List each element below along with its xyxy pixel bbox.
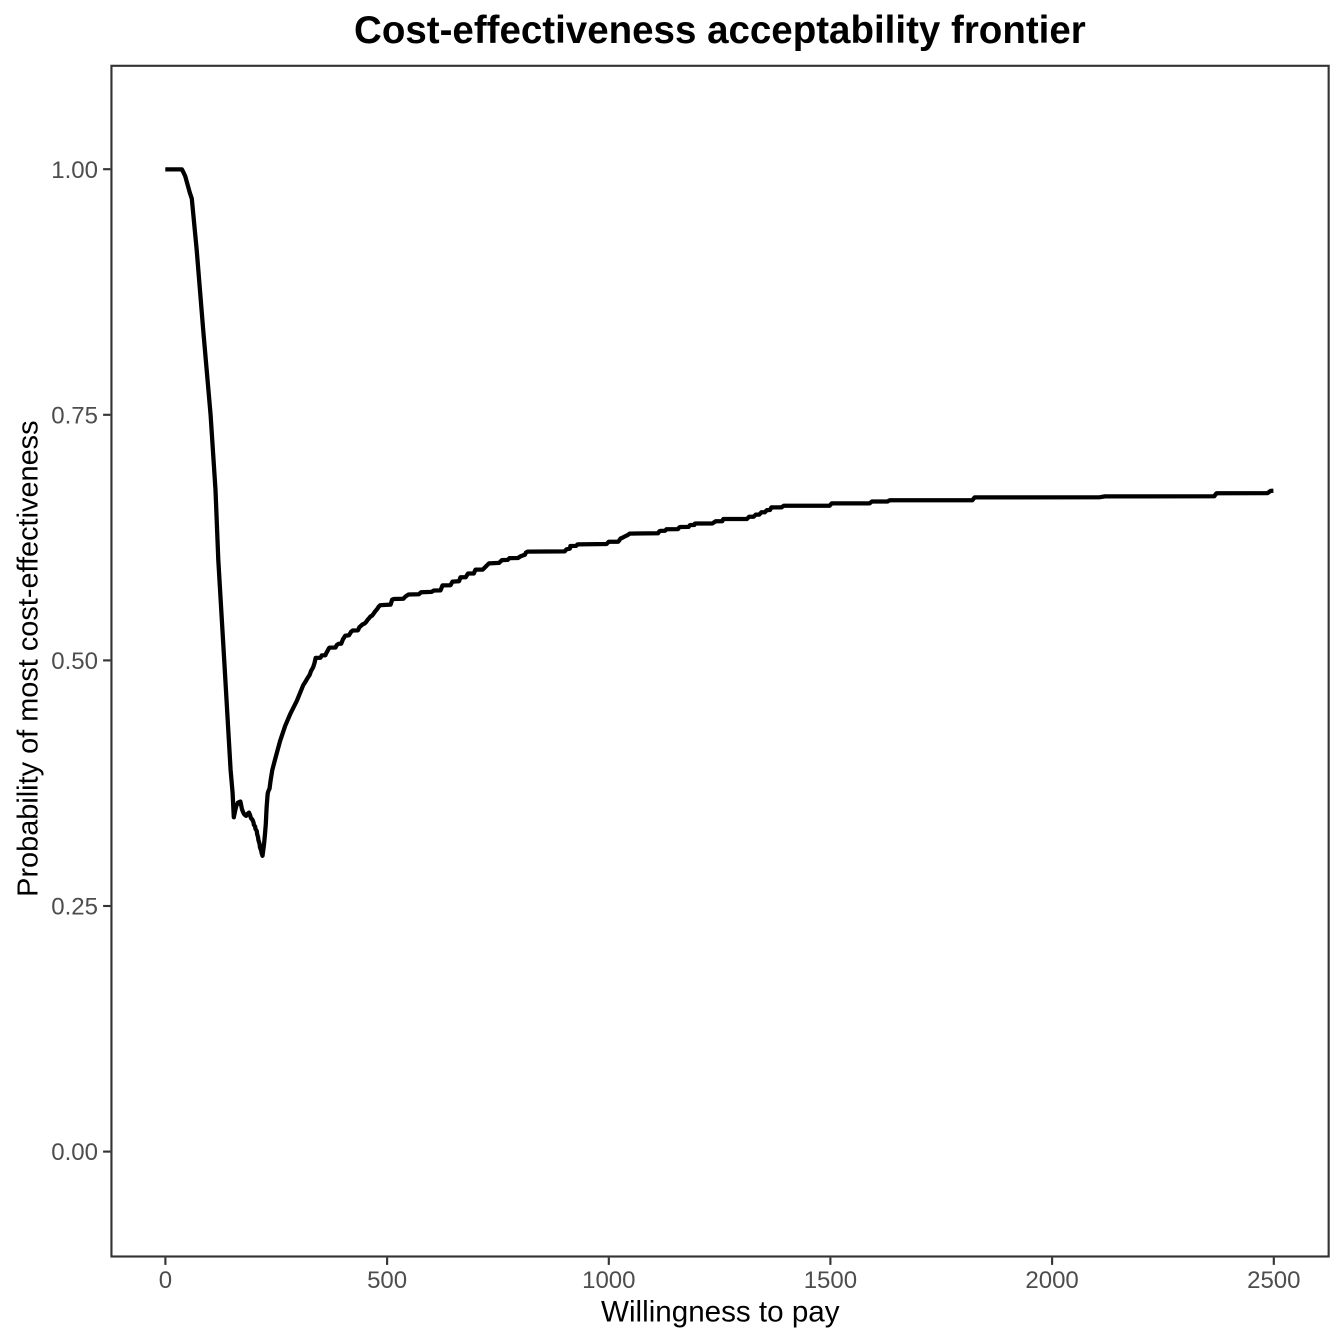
svg-text:Probability of most cost-effec: Probability of most cost-effectiveness (13, 420, 45, 896)
svg-text:1.00: 1.00 (51, 157, 98, 184)
svg-text:0.75: 0.75 (51, 402, 98, 429)
svg-text:Willingness to pay: Willingness to pay (601, 1296, 840, 1329)
svg-text:0.50: 0.50 (51, 648, 98, 675)
svg-text:1500: 1500 (804, 1267, 857, 1294)
svg-text:0: 0 (159, 1267, 172, 1294)
svg-text:1000: 1000 (582, 1267, 635, 1294)
svg-text:500: 500 (367, 1267, 407, 1294)
svg-text:0.00: 0.00 (51, 1139, 98, 1166)
svg-text:0.25: 0.25 (51, 894, 98, 921)
svg-text:2000: 2000 (1025, 1267, 1078, 1294)
svg-text:Cost-effectiveness acceptabili: Cost-effectiveness acceptability frontie… (354, 9, 1086, 52)
svg-text:2500: 2500 (1247, 1267, 1300, 1294)
